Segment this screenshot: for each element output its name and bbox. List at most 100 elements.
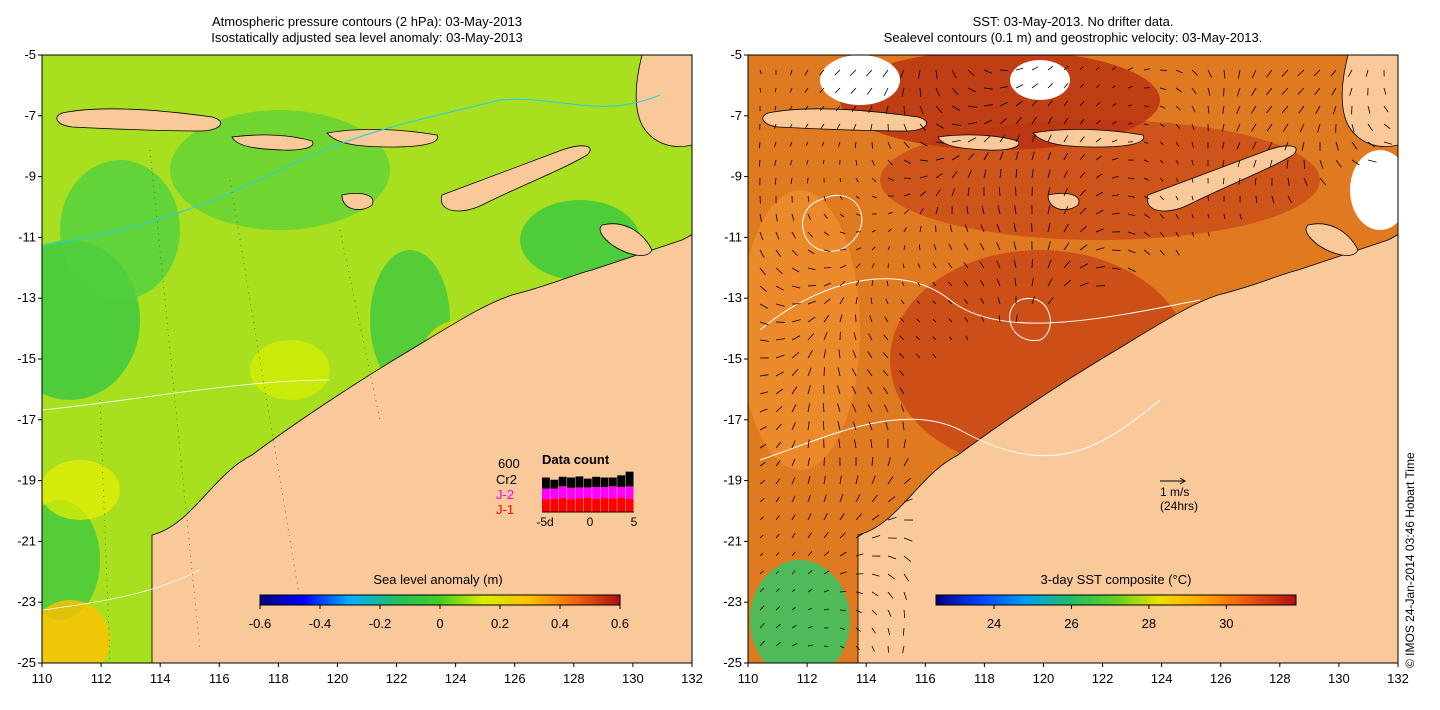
left-ytick-label: -15 [17, 351, 36, 366]
left-title-line1: Atmospheric pressure contours (2 hPa): 0… [212, 14, 522, 29]
velocity-arrow-mark [759, 640, 766, 647]
velocity-arrow-mark [999, 86, 1009, 89]
velocity-arrow-mark [775, 213, 778, 222]
velocity-arrow-mark [1111, 121, 1117, 125]
count-bar-cr2 [625, 471, 634, 487]
velocity-arrow-mark [791, 267, 800, 273]
velocity-arrow-mark [1079, 66, 1084, 71]
velocity-arrow-mark [775, 423, 782, 431]
count-bar-j2 [600, 487, 609, 499]
velocity-arrow-mark [807, 551, 813, 557]
velocity-arrow-mark [967, 137, 977, 143]
velocity-arrow-mark [759, 605, 765, 611]
velocity-arrow-mark [839, 195, 843, 200]
velocity-arrow-mark [819, 87, 825, 94]
right-ytick-label: -19 [723, 473, 742, 488]
velocity-arrow-mark [1079, 189, 1086, 197]
velocity-arrow-mark [1191, 105, 1196, 113]
velocity-arrow-mark [839, 494, 844, 503]
left-xtick-label: 112 [91, 671, 112, 686]
left-ytick-label: -5 [24, 47, 36, 62]
velocity-arrow-mark [1269, 159, 1273, 169]
velocity-arrow-mark [887, 228, 892, 233]
right-cb-tick-label: 28 [1142, 616, 1156, 631]
left-xtick-label: 124 [445, 671, 467, 686]
velocity-arrow-mark [1175, 123, 1180, 129]
right-xtick-label: 110 [738, 671, 759, 686]
velocity-arrow-mark [903, 245, 906, 251]
velocity-label-1: 1 m/s [1160, 485, 1189, 499]
velocity-arrow-mark [759, 479, 766, 485]
velocity-arrow-mark [855, 494, 861, 503]
velocity-arrow-mark [807, 439, 810, 449]
velocity-arrow-mark [759, 141, 761, 149]
velocity-arrow-mark [1095, 119, 1101, 125]
velocity-arrow-mark [883, 87, 889, 96]
left-axes: 110 112 114 116 118 120 122 124 126 128 130 132 -5 -7… [17, 47, 703, 686]
velocity-arrow-mark [807, 607, 812, 611]
velocity-arrow-mark [759, 461, 766, 467]
velocity-arrow-mark [1313, 69, 1321, 77]
velocity-arrow-mark [807, 300, 817, 305]
velocity-arrow-mark [823, 249, 831, 253]
left-xtick-label: 126 [504, 671, 526, 686]
velocity-arrow-mark [1159, 87, 1167, 90]
velocity-arrow-mark [839, 475, 842, 485]
velocity-arrow-mark [1111, 85, 1116, 89]
velocity-arrow-mark [967, 122, 977, 125]
velocity-arrow-mark [807, 333, 815, 341]
velocity-arrow-mark [871, 280, 874, 287]
velocity-arrow-mark [839, 280, 846, 287]
velocity-arrow-mark [852, 350, 857, 359]
velocity-arrow-mark [935, 189, 941, 197]
count-bar-j2 [583, 487, 592, 498]
velocity-arrow-mark [903, 177, 911, 179]
velocity-arrow-mark [1095, 191, 1103, 197]
velocity-arrow-mark [807, 249, 815, 255]
velocity-arrow-mark [1047, 241, 1051, 251]
velocity-arrow-mark [791, 495, 796, 503]
velocity-arrow-mark [900, 299, 905, 305]
velocity-arrow-mark [1127, 67, 1133, 71]
velocity-arrow-mark [1079, 171, 1086, 179]
left-xtick-label: 118 [268, 671, 289, 686]
velocity-arrow-mark [774, 159, 777, 167]
velocity-arrow-mark [823, 213, 828, 219]
velocity-arrow-mark [774, 123, 777, 129]
left-cb-tick-label: 0.6 [611, 616, 629, 631]
right-xtick-label: 114 [856, 671, 877, 686]
right-xtick-label: 116 [915, 671, 936, 686]
velocity-arrow-mark [899, 370, 905, 377]
velocity-arrow-mark [791, 231, 797, 239]
velocity-arrow-mark [999, 101, 1008, 107]
velocity-arrow-mark [899, 335, 905, 341]
velocity-arrow-mark [775, 570, 780, 575]
velocity-arrow-mark [1236, 141, 1241, 150]
count-bar-j2 [608, 486, 617, 499]
velocity-arrow-mark [807, 385, 811, 395]
velocity-arrow-mark [870, 439, 873, 449]
velocity-arrow-mark [867, 404, 873, 413]
velocity-arrow-mark [855, 475, 859, 485]
legend-cr2: Cr2 [496, 472, 517, 487]
velocity-arrow-mark [885, 421, 889, 431]
left-ytick-label: -21 [17, 533, 36, 548]
velocity-arrow-mark [807, 570, 813, 575]
velocity-arrow-mark [903, 193, 911, 197]
velocity-arrow-mark [849, 69, 857, 76]
velocity-arrow-mark [963, 299, 969, 305]
velocity-arrow-mark [935, 157, 945, 161]
velocity-arrow-mark [1095, 247, 1105, 251]
velocity-arrow-mark [837, 367, 841, 377]
velocity-arrow-mark [851, 105, 857, 113]
velocity-arrow-mark [1047, 169, 1051, 179]
velocity-arrow-mark [1063, 100, 1069, 107]
velocity-arrow-mark [790, 69, 793, 76]
velocity-arrow-mark [903, 537, 913, 542]
velocity-arrow-mark [884, 316, 889, 323]
velocity-arrow-mark [805, 123, 809, 129]
velocity-arrow-mark [1063, 135, 1069, 143]
velocity-arrow-mark [1207, 69, 1212, 78]
velocity-arrow-mark [791, 386, 798, 395]
velocity-arrow-mark [775, 606, 781, 611]
